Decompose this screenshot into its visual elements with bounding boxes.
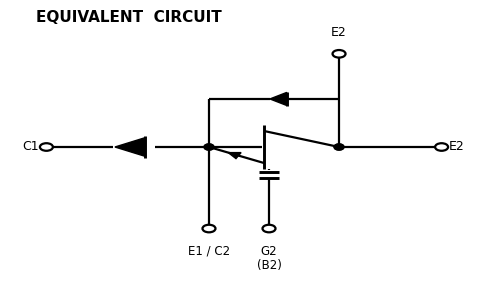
Polygon shape bbox=[228, 153, 241, 158]
Circle shape bbox=[205, 144, 213, 150]
Text: E2: E2 bbox=[331, 26, 347, 39]
Circle shape bbox=[205, 144, 213, 150]
Circle shape bbox=[334, 144, 344, 150]
Text: G2: G2 bbox=[261, 245, 277, 258]
Text: EQUIVALENT  CIRCUIT: EQUIVALENT CIRCUIT bbox=[36, 10, 222, 25]
Circle shape bbox=[334, 144, 344, 150]
Polygon shape bbox=[115, 138, 145, 156]
Circle shape bbox=[332, 50, 346, 58]
Text: E1 / C2: E1 / C2 bbox=[188, 245, 230, 258]
Circle shape bbox=[263, 225, 276, 232]
Polygon shape bbox=[270, 92, 287, 106]
Text: C1: C1 bbox=[22, 141, 39, 153]
Circle shape bbox=[203, 225, 215, 232]
Text: E2: E2 bbox=[449, 141, 465, 153]
Circle shape bbox=[435, 143, 448, 151]
Text: (B2): (B2) bbox=[257, 259, 282, 272]
Circle shape bbox=[40, 143, 53, 151]
